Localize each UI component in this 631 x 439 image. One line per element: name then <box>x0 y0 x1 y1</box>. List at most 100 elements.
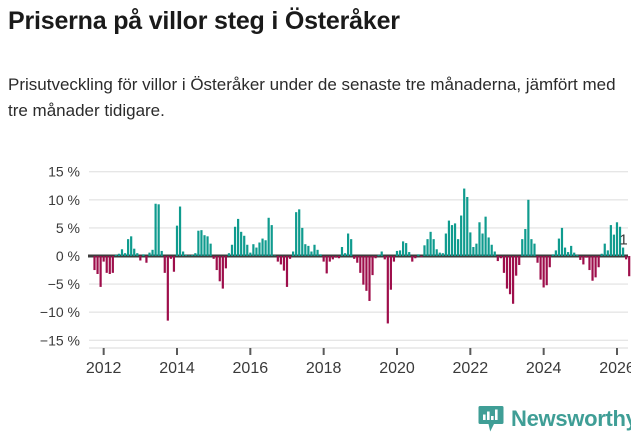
bar[interactable] <box>160 250 163 256</box>
bar[interactable] <box>288 256 292 259</box>
bar[interactable] <box>402 241 405 256</box>
bar[interactable] <box>340 247 344 256</box>
bar[interactable] <box>322 256 325 262</box>
bar[interactable] <box>594 256 597 278</box>
bar[interactable] <box>609 225 612 256</box>
bar[interactable] <box>163 256 166 273</box>
bar[interactable] <box>573 252 576 256</box>
bar[interactable] <box>408 252 411 256</box>
bar[interactable] <box>252 244 255 256</box>
bar[interactable] <box>524 229 527 256</box>
bar[interactable] <box>304 244 307 256</box>
bar[interactable] <box>533 243 536 256</box>
bar[interactable] <box>597 256 600 268</box>
bar[interactable] <box>218 256 221 282</box>
bar[interactable] <box>307 245 310 256</box>
bar[interactable] <box>515 256 518 276</box>
bar[interactable] <box>362 256 365 285</box>
bar[interactable] <box>392 256 396 262</box>
bar[interactable] <box>478 222 481 256</box>
bar[interactable] <box>484 216 487 256</box>
bar[interactable] <box>395 250 399 256</box>
bar[interactable] <box>511 256 515 304</box>
bar[interactable] <box>417 254 420 256</box>
bar[interactable] <box>105 256 108 273</box>
bar[interactable] <box>469 232 472 256</box>
bar[interactable] <box>136 253 139 256</box>
bar[interactable] <box>237 218 240 256</box>
bar[interactable] <box>328 256 331 262</box>
bar[interactable] <box>518 256 521 265</box>
bar[interactable] <box>542 256 545 288</box>
bar[interactable] <box>270 225 273 256</box>
bar[interactable] <box>386 256 389 324</box>
bar[interactable] <box>108 256 111 274</box>
bar[interactable] <box>472 247 475 256</box>
bar[interactable] <box>368 256 371 301</box>
bar[interactable] <box>142 254 145 256</box>
bar[interactable] <box>505 256 509 289</box>
bar[interactable] <box>221 256 224 289</box>
bar[interactable] <box>157 204 160 256</box>
bar[interactable] <box>209 243 212 256</box>
bar[interactable] <box>411 256 414 262</box>
bar[interactable] <box>545 256 548 286</box>
bar[interactable] <box>123 253 127 256</box>
bar[interactable] <box>139 256 142 261</box>
bar[interactable] <box>353 256 356 259</box>
bar[interactable] <box>423 245 426 256</box>
bar[interactable] <box>154 203 157 256</box>
bar[interactable] <box>371 256 374 276</box>
bar[interactable] <box>282 256 286 271</box>
bar[interactable] <box>255 247 258 256</box>
bar[interactable] <box>166 256 169 321</box>
bar[interactable] <box>298 209 301 256</box>
bar[interactable] <box>130 236 133 256</box>
bar[interactable] <box>463 188 466 256</box>
bar[interactable] <box>99 256 102 287</box>
bar[interactable] <box>114 254 117 256</box>
bar[interactable] <box>273 255 276 257</box>
bar[interactable] <box>377 254 380 256</box>
bar[interactable] <box>111 256 114 273</box>
bar[interactable] <box>182 251 185 257</box>
bar[interactable] <box>621 247 625 256</box>
bar[interactable] <box>527 199 530 256</box>
bar[interactable] <box>203 235 206 256</box>
bar[interactable] <box>603 243 606 256</box>
bar[interactable] <box>551 254 554 256</box>
bar[interactable] <box>447 220 451 256</box>
bar[interactable] <box>457 239 460 256</box>
bar[interactable] <box>169 256 172 259</box>
bar[interactable] <box>475 243 478 256</box>
bar[interactable] <box>325 256 328 274</box>
bar[interactable] <box>261 238 264 256</box>
bar[interactable] <box>175 225 179 256</box>
bar[interactable] <box>530 239 533 256</box>
bar[interactable] <box>178 206 182 256</box>
bar[interactable] <box>570 245 573 256</box>
bar[interactable] <box>521 239 524 256</box>
bar[interactable] <box>588 256 591 271</box>
bar[interactable] <box>365 256 368 291</box>
bar[interactable] <box>227 253 231 256</box>
bar[interactable] <box>194 253 197 256</box>
bar[interactable] <box>612 234 616 256</box>
bar[interactable] <box>145 256 148 263</box>
bar[interactable] <box>389 256 392 290</box>
bar[interactable] <box>490 244 493 256</box>
bar[interactable] <box>557 238 561 256</box>
bar[interactable] <box>93 256 96 271</box>
bar[interactable] <box>246 244 249 256</box>
bar[interactable] <box>600 253 603 256</box>
bar[interactable] <box>420 256 423 258</box>
bar[interactable] <box>127 239 130 256</box>
bar[interactable] <box>435 249 438 256</box>
bar[interactable] <box>206 236 209 256</box>
bar[interactable] <box>96 256 99 274</box>
bar[interactable] <box>429 231 432 256</box>
bar[interactable] <box>334 256 337 258</box>
bar[interactable] <box>618 226 622 256</box>
bar[interactable] <box>625 256 628 260</box>
bar[interactable] <box>191 254 194 256</box>
